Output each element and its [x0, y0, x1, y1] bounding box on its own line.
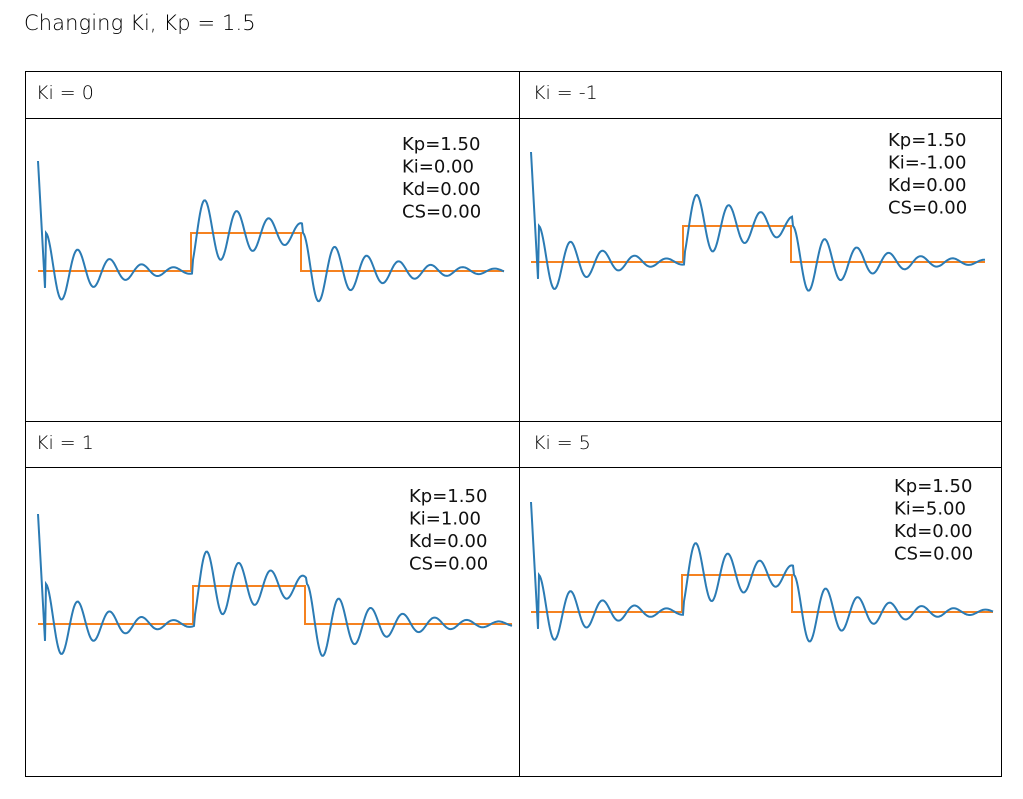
cell-header-ki-5: Ki = 5: [533, 432, 591, 454]
table-divider-header-top: [26, 118, 1001, 119]
table-divider-vertical: [519, 72, 520, 776]
response-line: [530, 151, 985, 292]
parameter-label: Kd=0.00: [888, 175, 966, 196]
cell-header-ki-1: Ki = 1: [36, 432, 94, 454]
parameter-label: Ki=0.00: [402, 157, 474, 178]
setpoint-line: [38, 585, 512, 625]
parameter-label: Kd=0.00: [409, 531, 487, 552]
chart-ki-0: Kp=1.50 Ki=0.00 Kd=0.00 CS=0.00: [36, 122, 511, 412]
results-table: Ki = 0 Kp=1.50 Ki=0.00 Kd=0.00 CS=0.00 Ki =…: [25, 71, 1002, 777]
parameter-label: Ki=5.00: [894, 499, 966, 520]
parameter-label: Kp=1.50: [888, 130, 966, 151]
response-line: [37, 160, 505, 303]
parameter-label: Kd=0.00: [894, 521, 972, 542]
parameter-label: CS=0.00: [409, 554, 488, 575]
table-divider-header-bottom: [26, 467, 1001, 468]
cell-header-ki-neg1: Ki = -1: [533, 82, 598, 104]
parameter-label: Ki=-1.00: [888, 153, 966, 174]
parameter-label: CS=0.00: [894, 544, 973, 565]
parameter-label: Kp=1.50: [402, 134, 480, 155]
response-line: [530, 501, 994, 643]
parameter-label: Kd=0.00: [402, 179, 480, 200]
chart-ki-1: Kp=1.50 Ki=1.00 Kd=0.00 CS=0.00: [36, 470, 514, 770]
parameter-label: Ki=1.00: [409, 509, 481, 530]
table-divider-middle: [26, 421, 1001, 422]
parameter-label: Kp=1.50: [894, 476, 972, 497]
cell-header-ki-0: Ki = 0: [36, 82, 94, 104]
document-title: Changing Ki, Kp = 1.5: [24, 11, 256, 35]
parameter-label: Kp=1.50: [409, 486, 487, 507]
chart-ki-5: Kp=1.50 Ki=5.00 Kd=0.00 CS=0.00: [529, 470, 999, 770]
parameter-label: CS=0.00: [402, 202, 481, 223]
parameter-label: CS=0.00: [888, 198, 967, 219]
response-line: [37, 513, 513, 657]
chart-ki-neg1: Kp=1.50 Ki=-1.00 Kd=0.00 CS=0.00: [529, 122, 994, 412]
